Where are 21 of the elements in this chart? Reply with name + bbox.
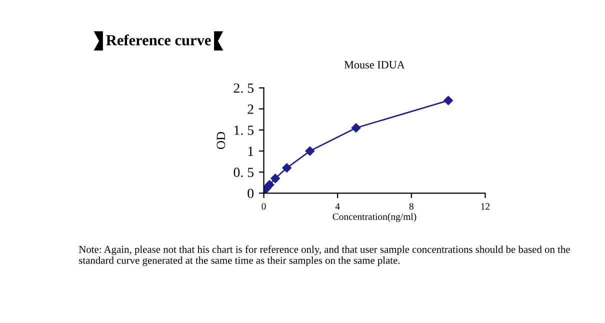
point bbox=[282, 163, 292, 173]
x-tick-label: 12 bbox=[481, 203, 490, 210]
point bbox=[270, 174, 280, 184]
y-tick-label: 1 bbox=[248, 146, 254, 156]
point bbox=[444, 96, 453, 106]
point bbox=[351, 123, 361, 132]
text: Reference curve bbox=[106, 34, 211, 46]
text: Note: Again, please not that his chart is for reference only, and that user sample concentrations should be based on the standard curve generated at the same time as their samples on the same plate. bbox=[78, 245, 570, 266]
y-tick-label: 2 bbox=[248, 104, 254, 114]
y-tick-label: 2. 5 bbox=[234, 83, 254, 93]
x-tick-label: 8 bbox=[409, 203, 414, 210]
x-tick-label: 4 bbox=[335, 203, 340, 210]
y-axis-title: OD bbox=[216, 132, 226, 150]
chart-title: Mouse IDUA bbox=[344, 61, 405, 69]
x-axis-title: Concentration(ng/ml) bbox=[332, 213, 416, 222]
x-tick-label: 0 bbox=[262, 203, 266, 210]
y-tick-label: 0 bbox=[248, 188, 254, 198]
point bbox=[305, 146, 315, 156]
y-tick-label: 0. 5 bbox=[234, 168, 254, 178]
point bbox=[264, 180, 274, 190]
y-tick-label: 1. 5 bbox=[234, 126, 254, 135]
